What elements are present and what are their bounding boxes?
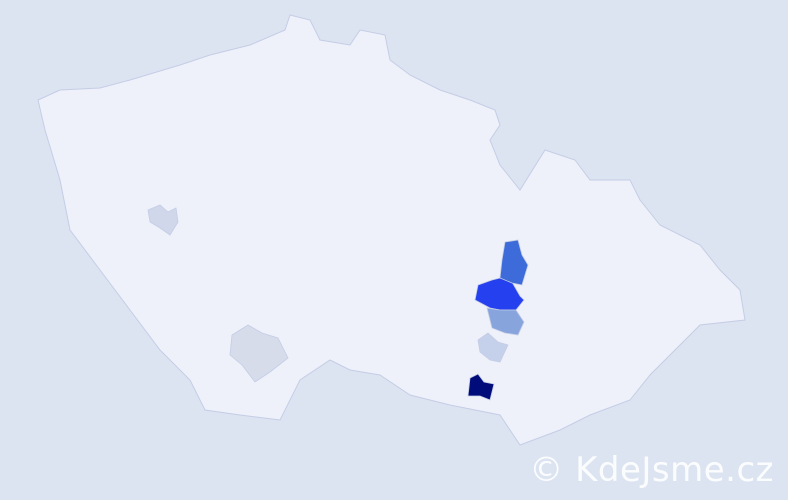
highlighted-district [477, 332, 509, 363]
highlighted-district [229, 324, 289, 383]
highlighted-district [499, 239, 529, 286]
highlighted-district [147, 204, 179, 236]
watermark: © KdeJsme.cz [529, 450, 774, 490]
highlighted-district [467, 373, 495, 401]
highlighted-district [474, 277, 525, 311]
country-outline [37, 14, 746, 446]
highlighted-district [486, 307, 525, 336]
